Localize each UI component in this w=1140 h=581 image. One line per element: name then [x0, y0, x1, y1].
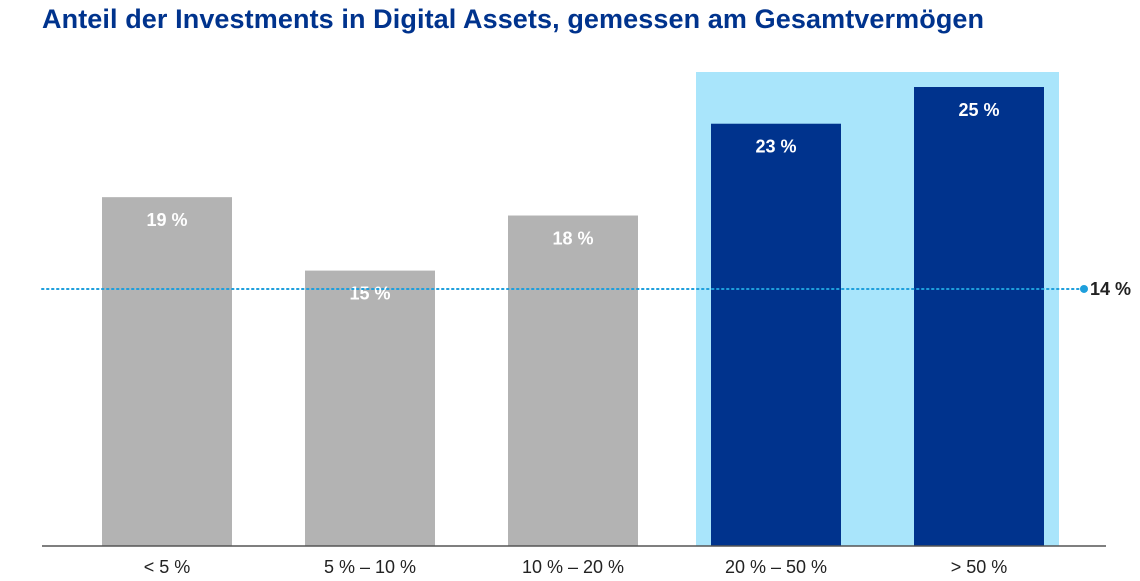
x-tick-label: > 50 % [951, 557, 1008, 577]
bar [102, 197, 232, 546]
x-tick-label: 20 % – 50 % [725, 557, 827, 577]
reference-label: 14 % [1090, 279, 1131, 299]
reference-marker [1080, 284, 1088, 293]
data-label: 18 % [552, 229, 593, 249]
bar [711, 123, 841, 546]
x-tick-label: < 5 % [144, 557, 191, 577]
bar [305, 270, 435, 546]
chart-title: Anteil der Investments in Digital Assets… [42, 4, 985, 34]
data-label: 25 % [958, 100, 999, 120]
data-label: 15 % [349, 284, 390, 304]
x-tick-label: 5 % – 10 % [324, 557, 416, 577]
data-label: 19 % [146, 210, 187, 230]
bar [914, 87, 1044, 546]
x-tick-label: 10 % – 20 % [522, 557, 624, 577]
data-label: 23 % [755, 137, 796, 157]
bar [508, 215, 638, 546]
